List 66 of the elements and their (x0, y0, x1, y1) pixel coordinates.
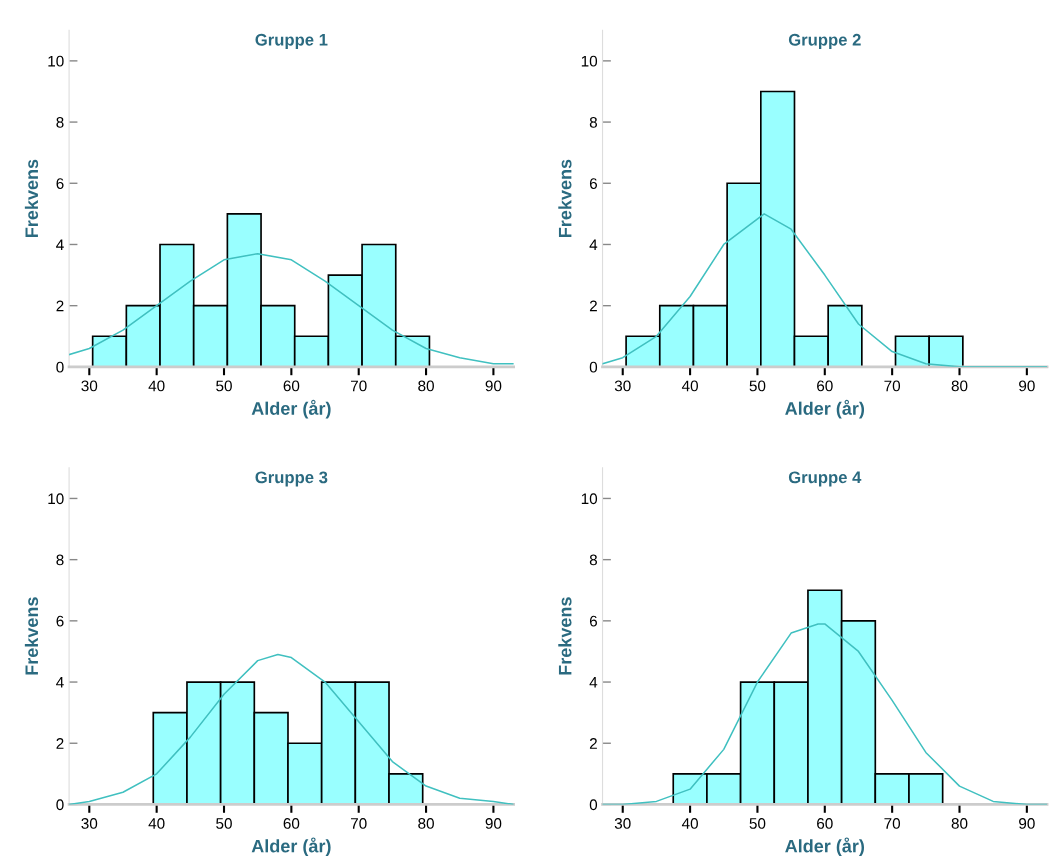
y-axis-title: Frekvens (558, 597, 572, 675)
x-tick-label: 80 (951, 380, 968, 392)
x-tick-label: 30 (614, 818, 631, 829)
x-tick-label: 90 (485, 380, 502, 392)
x-axis-title: Alder (år) (785, 399, 865, 419)
y-tick-label: 8 (56, 116, 64, 128)
line-series (69, 653, 514, 805)
x-tick-label: 40 (148, 380, 165, 392)
y-axis-title: Frekvens (24, 597, 39, 675)
y-tick-label: 6 (56, 178, 64, 189)
y-tick-label: 2 (56, 738, 64, 749)
x-tick-label: 70 (351, 818, 367, 829)
y-axis-title: Frekvens (24, 159, 39, 238)
x-axis-title: Alder (år) (785, 837, 865, 857)
x-tick-label: 60 (283, 818, 300, 829)
y-tick-label: 4 (589, 677, 598, 688)
y-tick-label: 0 (56, 361, 64, 373)
x-axis-title: Alder (år) (251, 399, 331, 419)
y-tick-label: 8 (589, 116, 597, 128)
x-axis-title: Alder (år) (251, 837, 331, 857)
y-tick-label: 10 (48, 493, 64, 505)
y-tick-label: 0 (589, 799, 598, 811)
y-tick-label: 6 (589, 178, 597, 189)
x-tick-label: 40 (681, 818, 698, 829)
x-tick-label: 90 (485, 818, 502, 829)
y-tick-label: 8 (589, 554, 597, 566)
chart-title: Gruppe 4 (788, 471, 862, 487)
x-tick-label: 60 (817, 818, 833, 829)
y-tick-label: 10 (581, 55, 598, 67)
x-tick-label: 60 (817, 380, 833, 392)
x-tick-label: 30 (81, 380, 98, 392)
x-tick-label: 80 (951, 818, 968, 829)
x-tick-label: 30 (614, 380, 631, 392)
y-axis-title: Frekvens (558, 159, 572, 238)
y-tick-label: 10 (48, 55, 64, 67)
x-tick-label: 80 (418, 380, 434, 392)
x-tick-label: 60 (283, 380, 300, 392)
y-tick-label: 4 (56, 239, 64, 251)
y-tick-label: 6 (56, 615, 64, 627)
chart-title: Gruppe 3 (255, 471, 328, 487)
y-tick-label: 4 (589, 239, 598, 251)
y-tick-label: 0 (589, 361, 598, 373)
x-tick-label: 50 (216, 380, 232, 392)
y-tick-label: 0 (56, 799, 64, 811)
x-tick-label: 50 (749, 818, 766, 829)
x-tick-label: 70 (884, 380, 901, 392)
line-series (69, 252, 514, 365)
x-tick-label: 90 (1019, 380, 1035, 392)
x-tick-label: 40 (681, 380, 698, 392)
y-tick-label: 2 (589, 300, 597, 312)
y-tick-label: 2 (56, 300, 64, 312)
x-tick-label: 80 (418, 818, 434, 829)
x-tick-label: 70 (351, 380, 367, 392)
y-tick-label: 8 (56, 554, 64, 566)
chart-title: Gruppe 1 (255, 33, 328, 49)
x-tick-label: 40 (148, 818, 165, 829)
x-tick-label: 50 (749, 380, 766, 392)
y-tick-label: 2 (589, 738, 597, 749)
x-tick-label: 50 (216, 818, 232, 829)
chart-title: Gruppe 2 (788, 33, 861, 49)
x-tick-label: 90 (1019, 818, 1035, 829)
x-tick-label: 30 (81, 818, 98, 829)
y-tick-label: 6 (589, 615, 597, 627)
y-tick-label: 4 (56, 677, 64, 688)
x-tick-label: 70 (884, 818, 901, 829)
y-tick-label: 10 (581, 493, 598, 505)
